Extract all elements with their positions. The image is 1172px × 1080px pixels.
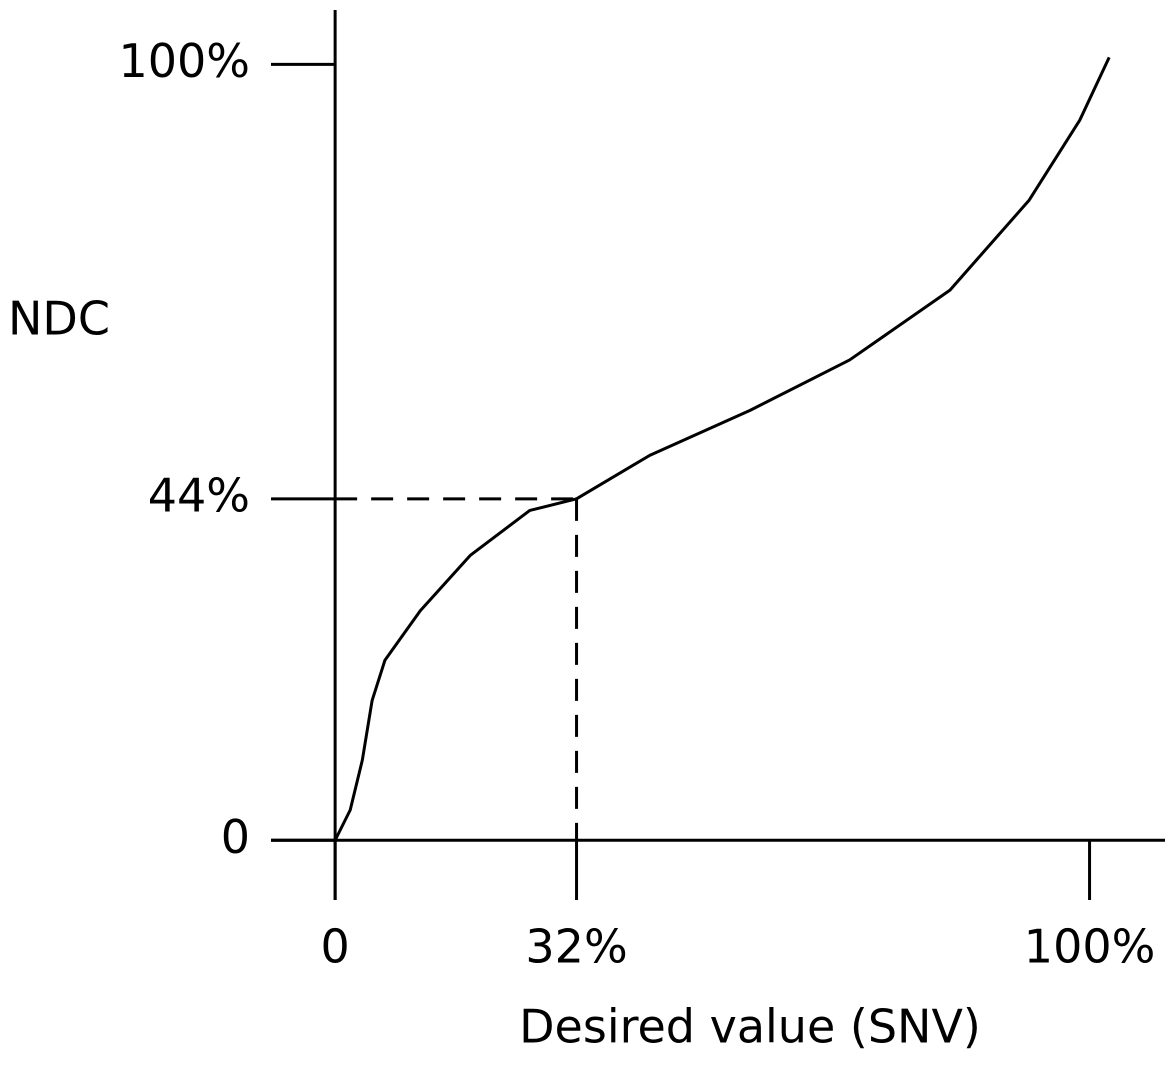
x-axis-label: Desired value (SNV): [519, 1000, 981, 1054]
y-tick-label: 44%: [148, 468, 250, 522]
x-tick-label: 100%: [1024, 920, 1156, 974]
line: [333, 56, 1111, 841]
y-tick-label: 0: [221, 810, 250, 864]
y-axis-label: NDC: [8, 292, 110, 346]
y-tick-label: 100%: [118, 34, 250, 88]
x-tick-label: 0: [320, 920, 349, 974]
x-tick-label: 32%: [525, 920, 627, 974]
